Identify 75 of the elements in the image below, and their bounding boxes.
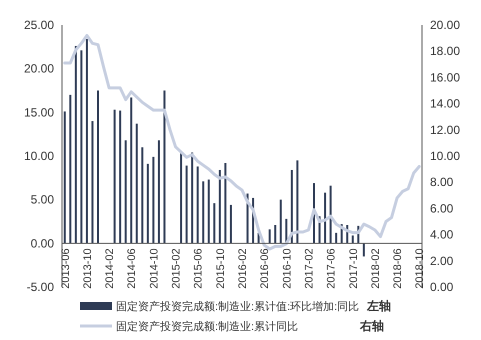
- bar: [268, 229, 271, 244]
- bar: [191, 152, 194, 244]
- x-tick-label: 2018-02: [370, 248, 382, 289]
- text: 右轴: [359, 319, 384, 333]
- bar: [330, 186, 332, 244]
- x-tick-label: 2018-06: [392, 248, 404, 289]
- y-tick-label: 15.00: [24, 105, 54, 120]
- bar: [97, 90, 99, 244]
- x-tick-label: 2013-10: [82, 248, 94, 289]
- bar: [80, 50, 82, 244]
- bar: [114, 110, 116, 244]
- bar: [136, 124, 138, 244]
- bar: [208, 180, 210, 244]
- y2-tick-label: 0.00: [430, 280, 454, 294]
- x-tick-label: 2014-10: [148, 248, 160, 289]
- x-tick-label: 2018-10: [414, 248, 426, 289]
- x-tick-label: 2014-02: [104, 248, 116, 289]
- bar: [224, 162, 226, 244]
- bar: [86, 38, 88, 244]
- x-tick-label: 2016-02: [237, 248, 249, 289]
- bar: [324, 192, 326, 244]
- x-tick-label: 2017-02: [303, 248, 316, 289]
- y2-tick-label: 8.00: [430, 175, 454, 190]
- bar: [91, 121, 94, 244]
- bar: [202, 181, 204, 244]
- bar: [146, 164, 149, 244]
- y-tick-label: 25.00: [24, 18, 54, 32]
- bar: [186, 166, 188, 244]
- y-tick-label: 20.00: [24, 62, 54, 76]
- y2-tick-label: 18.00: [430, 44, 460, 58]
- bar: [296, 160, 298, 244]
- x-tick-label: 2015-10: [214, 248, 227, 289]
- bar: [213, 203, 216, 244]
- y-tick-label: 5.00: [30, 192, 54, 207]
- x-tick-label: 2017-06: [326, 248, 338, 289]
- bar: [130, 97, 132, 244]
- bar: [274, 224, 276, 244]
- x-tick-label: 2017-10: [348, 248, 360, 289]
- x-tick-label: 2013-06: [60, 248, 72, 289]
- x-tick-label: 2015-02: [170, 248, 183, 289]
- bar: [290, 170, 293, 244]
- bar: [196, 166, 199, 244]
- bar: [119, 110, 122, 244]
- y-tick-label: -5.00: [26, 280, 54, 294]
- x-tick-label: 2016-10: [281, 248, 294, 289]
- legend-label: 固定资产投资完成额:制造业:累计值:环比增加:同比: [116, 300, 360, 313]
- y-tick-label: 10.00: [24, 149, 54, 163]
- y2-tick-label: 6.00: [430, 201, 454, 216]
- bar: [362, 243, 365, 256]
- y2-tick-label: 10.00: [430, 149, 460, 163]
- bar: [158, 140, 160, 244]
- bar: [124, 140, 127, 244]
- bar: [152, 156, 154, 244]
- text: 左轴: [366, 299, 392, 313]
- bar: [335, 232, 338, 244]
- y2-tick-label: 16.00: [430, 70, 460, 84]
- bar: [218, 170, 221, 244]
- y2-tick-label: 20.00: [430, 18, 460, 32]
- x-tick-label: 2016-06: [259, 248, 272, 289]
- bar: [280, 200, 282, 244]
- bar: [69, 94, 72, 244]
- bar: [230, 204, 232, 244]
- y2-tick-label: 12.00: [430, 122, 460, 137]
- x-tick-label: 2014-06: [126, 248, 138, 289]
- y2-tick-label: 4.00: [430, 228, 454, 242]
- bar: [180, 153, 182, 244]
- y2-tick-label: 14.00: [430, 96, 460, 111]
- bar: [141, 147, 144, 244]
- bar: [163, 90, 166, 244]
- bar: [352, 235, 354, 244]
- y2-tick-label: 2.00: [430, 254, 454, 268]
- y-tick-label: 0.00: [30, 236, 54, 250]
- bar: [74, 46, 77, 244]
- legend-label: 固定资产投资完成额:制造业:累计同比: [116, 320, 298, 333]
- x-tick-label: 2015-06: [192, 248, 205, 289]
